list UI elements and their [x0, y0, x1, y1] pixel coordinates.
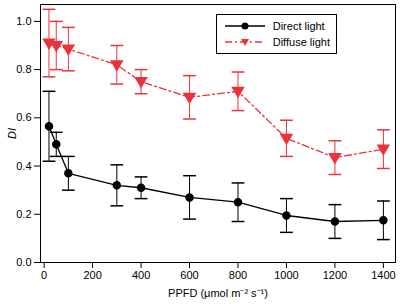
svg-text:PPFD (μmol m⁻² s⁻¹): PPFD (μmol m⁻² s⁻¹) [168, 287, 268, 299]
svg-text:1.0: 1.0 [16, 15, 31, 27]
svg-text:600: 600 [180, 269, 198, 281]
svg-text:1400: 1400 [371, 269, 395, 281]
svg-text:200: 200 [83, 269, 101, 281]
svg-text:0.6: 0.6 [16, 111, 31, 123]
svg-text:DI: DI [6, 128, 18, 139]
svg-text:0.4: 0.4 [16, 160, 31, 172]
svg-text:0: 0 [41, 269, 47, 281]
svg-text:0.8: 0.8 [16, 63, 31, 75]
html-text:Diffuse light: Diffuse light [272, 36, 330, 48]
svg-text:400: 400 [132, 269, 150, 281]
svg-text:0.2: 0.2 [16, 208, 31, 220]
html-text:Direct light: Direct light [272, 20, 325, 32]
svg-text:0.0: 0.0 [16, 256, 31, 268]
svg-text:1000: 1000 [274, 269, 298, 281]
svg-text:800: 800 [229, 269, 247, 281]
svg-text:1200: 1200 [323, 269, 347, 281]
